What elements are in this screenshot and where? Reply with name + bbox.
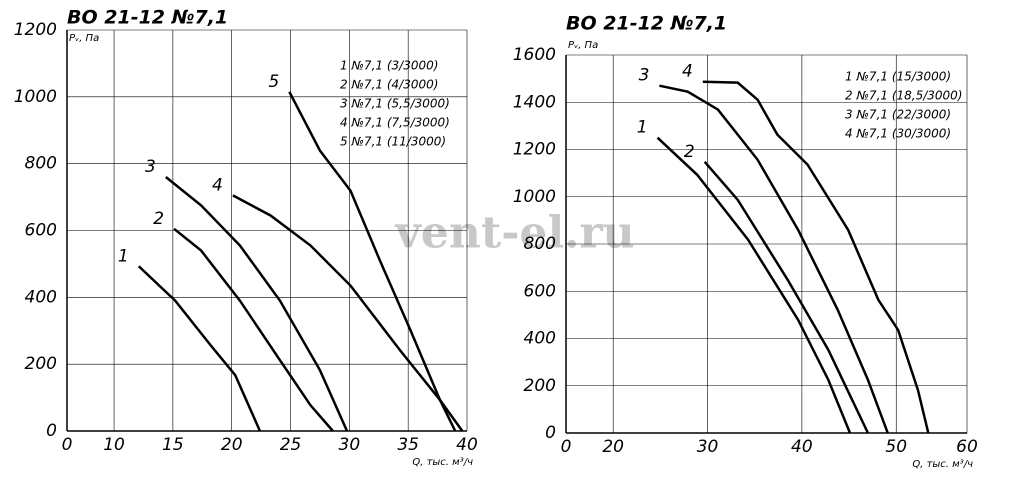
- curve: [659, 84, 889, 434]
- y-tick-label: 1000: [14, 87, 57, 107]
- x-tick-label: 25: [280, 435, 302, 455]
- curve: [137, 265, 262, 432]
- x-tick-label: 0: [561, 437, 572, 457]
- legend-entry: 3 №7,1 (5,5/3000): [340, 97, 450, 111]
- curve-label: 1: [637, 118, 648, 138]
- y-tick-label: 1000: [513, 187, 556, 207]
- curve-label: 2: [684, 142, 695, 162]
- chart-title: ВО 21-12 №7,1: [67, 7, 228, 29]
- curve-label: 4: [212, 175, 223, 195]
- y-axis-label: Pᵥ, Па: [69, 33, 99, 44]
- x-tick-label: 40: [791, 437, 813, 457]
- x-tick-label: 20: [602, 437, 624, 457]
- y-tick-label: 1200: [14, 20, 57, 40]
- y-tick-label: 600: [524, 281, 556, 301]
- y-tick-label: 200: [524, 376, 556, 396]
- x-tick-label: 10: [103, 435, 125, 455]
- y-tick-label: 400: [524, 329, 556, 349]
- y-tick-label: 1200: [513, 140, 556, 160]
- curve: [173, 227, 334, 432]
- legend-entry: 2 №7,1 (4/3000): [340, 78, 438, 92]
- x-tick-label: 20: [221, 435, 243, 455]
- curve-label: 5: [269, 72, 280, 92]
- legend-entry: 5 №7,1 (11/3000): [340, 135, 446, 149]
- curve-label: 3: [639, 66, 650, 86]
- y-tick-label: 0: [545, 423, 556, 443]
- curve: [702, 80, 930, 434]
- x-tick-label: 40: [456, 435, 478, 455]
- curve-label: 1: [118, 246, 129, 266]
- y-tick-label: 0: [46, 421, 57, 441]
- y-tick-label: 200: [25, 354, 57, 374]
- legend-entry: 2 №7,1 (18,5/3000): [845, 89, 963, 103]
- x-tick-label: 15: [162, 435, 184, 455]
- curve-label: 3: [145, 157, 156, 177]
- y-tick-label: 400: [25, 287, 57, 307]
- curve: [288, 91, 457, 432]
- x-axis-label: Q, тыс. м³/ч: [412, 457, 473, 468]
- curve-label: 4: [682, 62, 693, 82]
- x-tick-label: 60: [956, 437, 978, 457]
- watermark: vent-el.ru: [394, 208, 634, 259]
- x-tick-label: 30: [697, 437, 719, 457]
- y-tick-label: 600: [25, 221, 57, 241]
- chart-title: ВО 21-12 №7,1: [566, 13, 727, 35]
- x-tick-label: 35: [397, 435, 419, 455]
- legend-entry: 1 №7,1 (15/3000): [845, 70, 951, 84]
- x-tick-label: 30: [339, 435, 361, 455]
- curve: [703, 160, 870, 434]
- y-tick-label: 1600: [513, 45, 556, 65]
- y-tick-label: 1400: [513, 92, 556, 112]
- y-tick-label: 800: [25, 154, 57, 174]
- legend-entry: 1 №7,1 (3/3000): [340, 59, 438, 73]
- curve-label: 2: [153, 209, 164, 229]
- curve: [165, 176, 349, 432]
- x-tick-label: 0: [62, 435, 73, 455]
- legend-entry: 3 №7,1 (22/3000): [845, 108, 951, 122]
- curve: [656, 136, 852, 434]
- x-tick-label: 50: [885, 437, 907, 457]
- legend-entry: 4 №7,1 (30/3000): [845, 127, 951, 141]
- y-axis-label: Pᵥ, Па: [568, 40, 598, 51]
- x-axis-label: Q, тыс. м³/ч: [912, 459, 973, 470]
- y-tick-label: 800: [524, 234, 556, 254]
- legend-entry: 4 №7,1 (7,5/3000): [340, 116, 450, 130]
